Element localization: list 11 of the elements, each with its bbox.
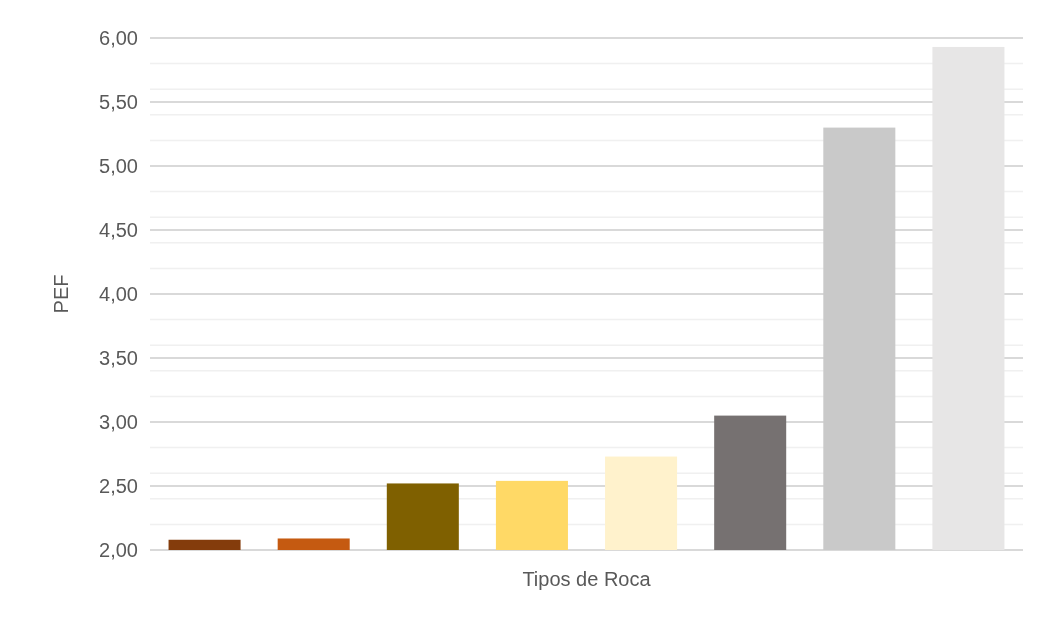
y-tick-label: 4,00 <box>99 283 138 305</box>
y-tick-label: 2,50 <box>99 475 138 497</box>
y-tick-label: 3,50 <box>99 347 138 369</box>
x-axis-title: Tipos de Roca <box>522 568 652 590</box>
y-tick-label: 6,00 <box>99 27 138 49</box>
y-axis-title: PEF <box>50 274 72 314</box>
y-tick-label: 4,50 <box>99 219 138 241</box>
y-tick-label: 5,50 <box>99 91 138 113</box>
y-tick-label: 2,00 <box>99 539 138 561</box>
y-tick-label: 5,00 <box>99 155 138 177</box>
y-tick-label: 3,00 <box>99 411 138 433</box>
